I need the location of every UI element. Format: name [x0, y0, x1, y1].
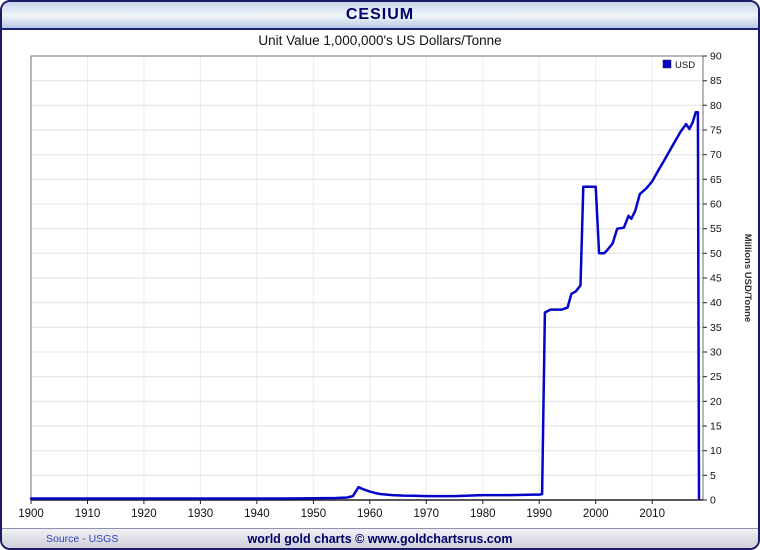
y-tick-label: 5: [710, 470, 716, 482]
chart-title: Unit Value 1,000,000's US Dollars/Tonne: [2, 30, 758, 50]
footer-bar: Source - USGS world gold charts © www.go…: [2, 528, 758, 548]
usd-legend-swatch-icon: [662, 59, 672, 69]
x-tick-label: 1960: [357, 508, 383, 520]
y-tick-label: 35: [710, 322, 722, 334]
x-tick-label: 1970: [414, 508, 440, 520]
y-tick-label: 55: [710, 223, 722, 235]
usd-series-line: [29, 110, 701, 500]
y-tick-label: 65: [710, 174, 722, 186]
x-tick-label: 1930: [188, 508, 214, 520]
x-tick-label: 1950: [301, 508, 327, 520]
x-tick-label: 2000: [583, 508, 609, 520]
line-chart: 1900 1910 1920 1930 1940 1950 1960 1970 1980 1990…: [18, 51, 753, 521]
y-tick-label: 75: [710, 125, 722, 137]
x-tick-label: 1900: [18, 508, 44, 520]
y-tick-label: 85: [710, 75, 722, 87]
credit-link[interactable]: world gold charts © www.goldchartsrus.co…: [247, 531, 513, 546]
legend: USD: [662, 59, 695, 71]
title-bar: CESIUM: [2, 2, 758, 30]
y-tick-label: 10: [710, 445, 722, 457]
source-label: Source - USGS: [46, 532, 119, 545]
page-title: CESIUM: [345, 6, 415, 23]
y-tick-label: 30: [710, 347, 722, 359]
y-tick-label: 40: [710, 297, 722, 309]
x-tick-label: 1990: [526, 508, 552, 520]
y-axis-title: Millions USD/Tonne: [742, 234, 753, 323]
y-tick-label: 50: [710, 248, 722, 260]
y-tick-label: 60: [710, 199, 722, 211]
x-tick-label: 2010: [639, 508, 665, 520]
y-tick-label: 0: [710, 495, 716, 507]
x-tick-label: 1940: [244, 508, 270, 520]
y-tick-label: 80: [710, 100, 722, 112]
y-tick-label: 45: [710, 273, 722, 285]
x-tick-label: 1910: [75, 508, 101, 520]
y-tick-label: 90: [710, 51, 722, 63]
y-tick-label: 20: [710, 396, 722, 408]
y-tick-label: 70: [710, 149, 722, 161]
x-tick-label: 1980: [470, 508, 496, 520]
y-tick-label: 25: [710, 371, 722, 383]
y-tick-label: 15: [710, 421, 722, 433]
x-tick-label: 1920: [131, 508, 157, 520]
chart-area: Unit Value 1,000,000's US Dollars/Tonne …: [2, 30, 758, 528]
legend-label: USD: [675, 60, 695, 71]
